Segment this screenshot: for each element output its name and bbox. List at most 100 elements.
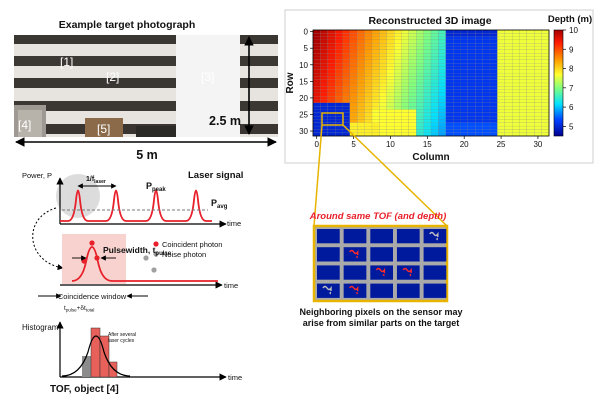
heatmap-cell [445, 102, 454, 107]
heatmap-cell [379, 119, 387, 123]
heatmap-cell [512, 82, 520, 87]
heatmap-cell [401, 116, 409, 120]
heatmap-cell [423, 72, 432, 77]
heatmap-cell [423, 125, 432, 130]
heatmap-cell [349, 33, 358, 37]
heatmap-cell [312, 39, 321, 44]
heatmap-cell [519, 102, 527, 107]
heatmap-cell [364, 36, 373, 41]
heatmap-cell [335, 43, 343, 47]
heatmap-cell [512, 116, 520, 120]
heatmap-cell [357, 82, 365, 87]
heatmap-cell [430, 86, 439, 90]
heatmap-cell [430, 116, 439, 120]
heatmap-cell [519, 129, 527, 133]
heatmap-cell [320, 59, 328, 64]
heatmap-cell [489, 63, 498, 67]
y-axis-label: Row [285, 72, 296, 93]
heatmap-cell [534, 76, 542, 80]
heatmap-cell [534, 112, 542, 117]
heatmap-cell [489, 132, 498, 137]
heatmap-cell [460, 43, 468, 47]
heatmap-cell [335, 106, 343, 110]
heatmap-cell [364, 56, 373, 60]
heatmap-cell [512, 76, 520, 80]
heatmap-cell [445, 79, 454, 84]
heatmap-cell [453, 92, 461, 97]
heatmap-cell [489, 86, 498, 90]
heatmap-cell [327, 92, 336, 97]
heatmap-cell [320, 66, 328, 70]
heatmap-cell [386, 99, 395, 103]
heatmap-cell [335, 63, 343, 67]
heatmap-cell [386, 43, 395, 47]
heatmap-cell [438, 79, 446, 84]
heatmap-cell [423, 129, 432, 133]
heatmap-cell [379, 56, 387, 60]
heatmap-cell [327, 72, 336, 77]
heatmap-cell [453, 33, 461, 37]
heatmap-cell [349, 46, 358, 50]
heatmap-cell [394, 72, 402, 77]
heatmap-cell [430, 49, 439, 54]
heatmap-cell [364, 129, 373, 133]
heatmap-cell [371, 89, 380, 94]
heatmap-cell [371, 53, 380, 57]
heatmap-cell [504, 66, 513, 70]
y-tick-label: 10 [299, 61, 308, 70]
heatmap-cell [489, 82, 498, 87]
heatmap-cell [416, 36, 424, 41]
heatmap-cell [475, 89, 483, 94]
heatmap-cell [475, 63, 483, 67]
heatmap-cell [497, 129, 505, 133]
heatmap-cell [357, 53, 365, 57]
heatmap-cell [489, 56, 498, 60]
heatmap-cell [394, 86, 402, 90]
heatmap-cell [379, 43, 387, 47]
coincident-photon-3 [94, 255, 100, 261]
heatmap-cell [312, 116, 321, 120]
heatmap-cell [467, 46, 476, 50]
heatmap-cell [497, 49, 505, 54]
x-tick-label: 0 [314, 140, 319, 149]
heatmap-cell [438, 43, 446, 47]
heatmap-cell [371, 36, 380, 41]
heatmap-cell [312, 119, 321, 123]
y-tick-label: 30 [299, 127, 308, 136]
heatmap-cell [371, 109, 380, 113]
heatmap-cell [349, 29, 358, 34]
heatmap-cell [408, 63, 417, 67]
sensor-pixel [317, 229, 340, 244]
x-tick-label: 20 [460, 140, 469, 149]
heatmap-cell [475, 59, 483, 64]
photon-marker-head [355, 291, 358, 295]
heatmap-cell [534, 99, 542, 103]
heatmap-cell [489, 79, 498, 84]
heatmap-cell [519, 112, 527, 117]
heatmap-cell [364, 79, 373, 84]
heatmap-cell [475, 125, 483, 130]
heatmap-cell [401, 109, 409, 113]
heatmap-cell [541, 89, 550, 94]
heatmap-cell [453, 132, 461, 137]
heatmap-cell [460, 63, 468, 67]
heatmap-cell [512, 129, 520, 133]
heatmap-cell [534, 119, 542, 123]
heatmap-cell [497, 79, 505, 84]
heatmap-cell [416, 116, 424, 120]
heatmap-cell [357, 59, 365, 64]
heatmap-cell [519, 36, 527, 41]
heatmap-cell [445, 125, 454, 130]
heatmap-cell [371, 96, 380, 100]
heatmap-cell [312, 53, 321, 57]
heatmap-cell [386, 53, 395, 57]
heatmap-cell [453, 59, 461, 64]
heatmap-cell [408, 49, 417, 54]
heatmap-cell [371, 46, 380, 50]
heatmap-cell [371, 76, 380, 80]
x-axis-ticks: 0 5 10 15 20 25 30 [314, 136, 543, 149]
heatmap-cell [519, 33, 527, 37]
heatmap-cell [357, 96, 365, 100]
heatmap-cell [460, 69, 468, 74]
heatmap-cell [438, 49, 446, 54]
